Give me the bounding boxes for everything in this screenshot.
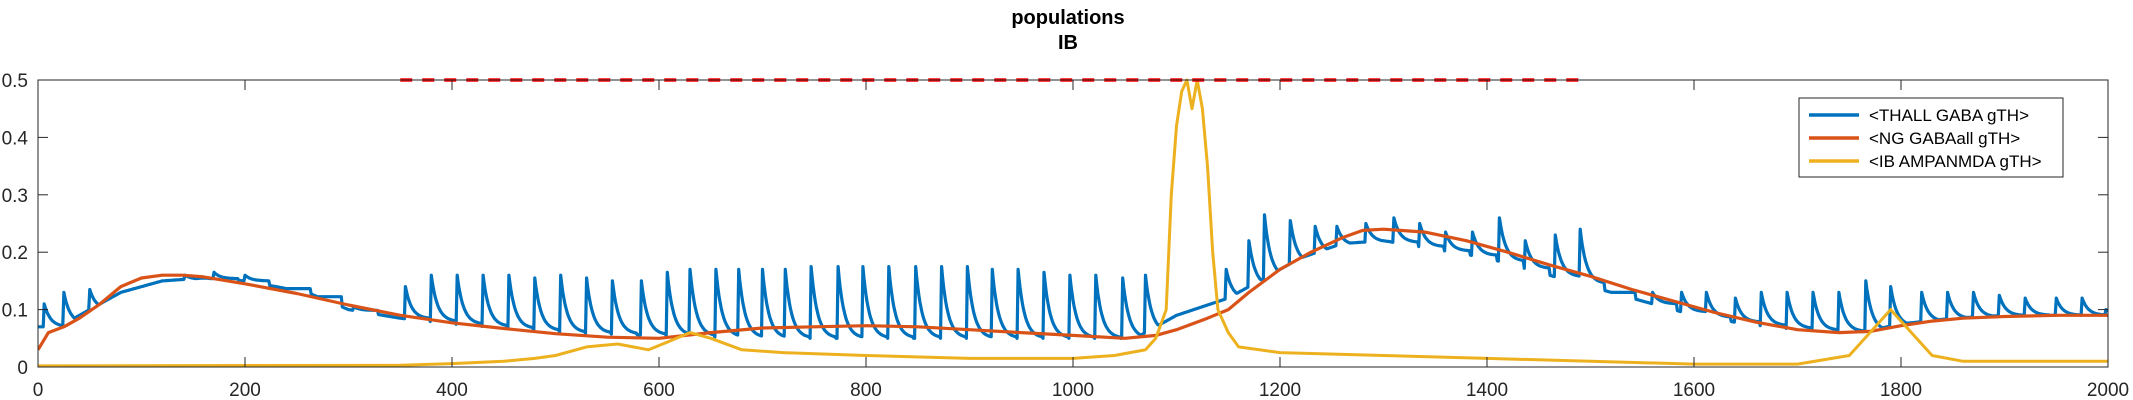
plot-area bbox=[38, 78, 2108, 367]
series-line-2 bbox=[38, 227, 2108, 351]
legend: <THALL GABA gTH> <NG GABAall gTH> <IB AMPA… bbox=[1798, 97, 2064, 178]
x-tick-label: 1600 bbox=[1673, 380, 1715, 400]
legend-label-3: <IB AMPANMDA gTH> bbox=[1869, 152, 2042, 171]
x-tick-label: 800 bbox=[850, 380, 882, 400]
x-tick-label: 1400 bbox=[1466, 380, 1508, 400]
x-tick-label: 1200 bbox=[1259, 380, 1301, 400]
x-tick-label: 1000 bbox=[1052, 380, 1094, 400]
x-tick-label: 1800 bbox=[1880, 380, 1922, 400]
y-tick-label: 0 bbox=[17, 358, 28, 379]
x-tick-label: 2000 bbox=[2087, 380, 2129, 400]
x-tick-label: 400 bbox=[436, 380, 468, 400]
y-tick-label: 0.1 bbox=[2, 301, 28, 322]
y-tick-label: 0.4 bbox=[2, 128, 29, 149]
legend-label-1: <THALL GABA gTH> bbox=[1869, 106, 2029, 125]
y-tick-label: 0.2 bbox=[2, 243, 28, 264]
chart-subtitle: IB bbox=[1058, 32, 1078, 54]
y-tick-label: 0.5 bbox=[2, 71, 28, 92]
x-tick-label: 600 bbox=[643, 380, 675, 400]
tick-labels: 0 200 400 600 800 1000 1200 1400 1600 1800 2000 0 0.… bbox=[2, 71, 2130, 400]
x-tick-label: 0 bbox=[33, 380, 44, 400]
series-line-1 bbox=[38, 213, 2108, 340]
axes bbox=[37, 79, 2109, 368]
x-tick-label: 200 bbox=[229, 380, 261, 400]
y-tick-label: 0.3 bbox=[2, 186, 28, 207]
chart-title: populations bbox=[1011, 7, 1124, 29]
legend-label-2: <NG GABAall gTH> bbox=[1869, 129, 2020, 148]
